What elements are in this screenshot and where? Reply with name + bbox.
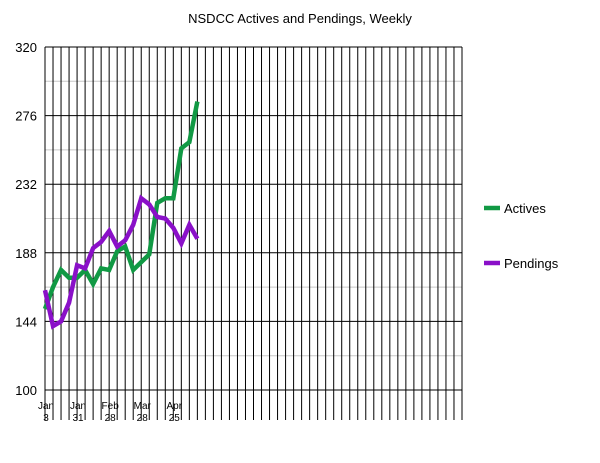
y-tick-label: 276 (15, 109, 37, 124)
vertical-gridlines (44, 47, 463, 420)
legend-label-pendings: Pendings (504, 256, 559, 271)
y-tick-label: 100 (15, 383, 37, 398)
x-tick-label: Jan (38, 401, 54, 412)
x-tick-label: 25 (169, 413, 181, 424)
x-tick-label: Feb (102, 401, 120, 412)
y-tick-label: 320 (15, 40, 37, 55)
y-axis-tick-labels: 100 144 188 232 276 320 (15, 40, 37, 398)
series-lines (42, 101, 200, 330)
x-tick-label: 31 (73, 413, 85, 424)
x-tick-label: Jan (70, 401, 86, 412)
series-line-actives (42, 101, 200, 310)
legend-label-actives: Actives (504, 201, 546, 216)
x-tick-label: 3 (43, 413, 49, 424)
x-tick-label: Mar (134, 401, 152, 412)
y-tick-label: 232 (15, 177, 37, 192)
legend: Actives Pendings (484, 201, 559, 271)
y-tick-label: 144 (15, 314, 37, 329)
series-line-pendings (42, 194, 200, 330)
chart-title: NSDCC Actives and Pendings, Weekly (188, 11, 412, 26)
x-tick-label: Apr (167, 401, 183, 412)
x-tick-label: 28 (105, 413, 117, 424)
y-tick-label: 188 (15, 246, 37, 261)
x-tick-label: 28 (137, 413, 149, 424)
